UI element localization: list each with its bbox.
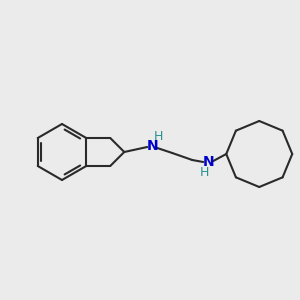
Text: H: H bbox=[200, 167, 209, 179]
Text: N: N bbox=[146, 139, 158, 153]
Text: H: H bbox=[154, 130, 163, 143]
Text: N: N bbox=[202, 155, 214, 169]
